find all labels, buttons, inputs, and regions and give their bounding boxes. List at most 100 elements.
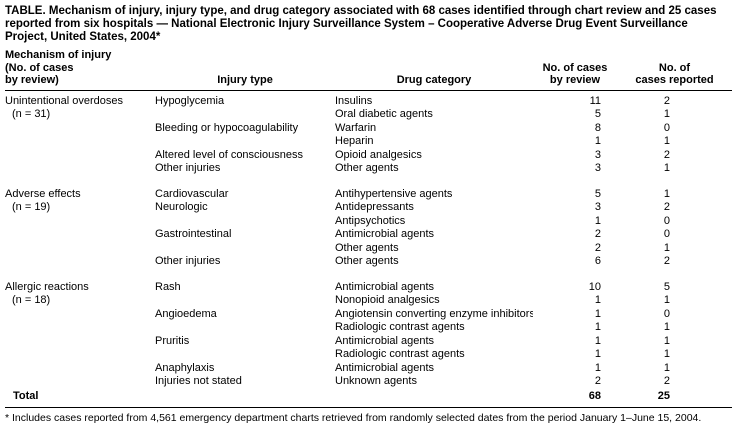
injury-type-cell: Other injuries xyxy=(155,162,221,174)
cases-reported-cell: 2 xyxy=(663,255,670,267)
table-title: TABLE. Mechanism of injury, injury type,… xyxy=(5,5,717,43)
drug-category-cell: Opioid analgesics xyxy=(335,148,422,161)
mechanism-cell: Adverse effects xyxy=(5,187,81,200)
cases-by-review-cell: 1 xyxy=(594,214,601,227)
cases-by-review-cell: 5 xyxy=(594,187,601,200)
drug-category-cell: Antimicrobial agents xyxy=(335,334,435,347)
drug-category-cell: Antimicrobial agents xyxy=(335,361,435,374)
table-row: Radiologic contrast agents 1 1 xyxy=(5,348,732,362)
cases-reported-cell: 2 xyxy=(663,201,670,213)
injury-type-cell: Hypoglycemia xyxy=(155,94,225,107)
injury-type-cell xyxy=(155,215,335,229)
table-row: Injuries not stated Unknown agents 2 2 xyxy=(5,375,732,389)
cases-reported-cell: 2 xyxy=(663,148,670,161)
cases-reported-cell: 0 xyxy=(663,307,670,320)
cases-by-review-cell: 1 xyxy=(594,348,601,360)
cases-by-review-cell: 1 xyxy=(594,294,601,306)
total-injury-cell xyxy=(155,388,335,408)
table-row: Bleeding or hypocoagulability Warfarin 8… xyxy=(5,122,732,136)
drug-category-cell: Other agents xyxy=(335,255,399,267)
drug-category-cell: Antimicrobial agents xyxy=(335,228,435,240)
mechanism-cell xyxy=(5,149,155,163)
cases-by-review-cell: 11 xyxy=(589,94,601,107)
injury-type-cell xyxy=(155,108,335,122)
header-mechanism-of-injury: Mechanism of injury (No. of cases by rev… xyxy=(5,49,155,91)
mechanism-cell xyxy=(5,215,155,229)
cases-reported-cell: 1 xyxy=(663,334,670,347)
mechanism-cell xyxy=(5,362,155,376)
table-row: Angioedema Angiotensin converting enzyme… xyxy=(5,308,732,322)
injury-type-cell xyxy=(155,321,335,335)
cases-reported-cell: 1 xyxy=(663,294,670,306)
mechanism-cell xyxy=(5,255,155,269)
table-row: Anaphylaxis Antimicrobial agents 1 1 xyxy=(5,362,732,376)
cases-by-review-cell: 1 xyxy=(594,307,601,320)
mechanism-cell xyxy=(5,335,155,349)
mechanism-cell xyxy=(5,135,155,149)
drug-category-cell: Warfarin xyxy=(335,121,377,134)
table-row: Heparin 1 1 xyxy=(5,135,732,149)
drug-category-cell: Heparin xyxy=(335,135,374,147)
injury-type-cell: Cardiovascular xyxy=(155,187,229,200)
table-row: (n = 18) Nonopioid analgesics 1 1 xyxy=(5,294,732,308)
mechanism-cell xyxy=(5,375,155,389)
drug-category-cell: Radiologic contrast agents xyxy=(335,321,465,333)
data-table: Mechanism of injury (No. of cases by rev… xyxy=(5,49,732,408)
cases-reported-cell: 1 xyxy=(663,241,670,254)
mechanism-cell xyxy=(5,242,155,256)
injury-type-cell xyxy=(155,242,335,256)
header-injury-type: Injury type xyxy=(155,49,335,91)
injury-type-cell xyxy=(155,294,335,308)
cases-by-review-cell: 3 xyxy=(594,201,601,213)
cases-by-review-cell: 2 xyxy=(594,241,601,254)
cases-reported-cell: 2 xyxy=(663,375,670,387)
table-row: Other injuries Other agents 3 1 xyxy=(5,162,732,176)
cases-by-review-cell: 2 xyxy=(594,228,601,240)
table-row: Pruritis Antimicrobial agents 1 1 xyxy=(5,335,732,349)
injury-type-cell: Angioedema xyxy=(155,307,217,320)
mechanism-cell: Allergic reactions xyxy=(5,280,89,293)
cases-by-review-cell: 1 xyxy=(594,135,601,147)
injury-type-cell: Injuries not stated xyxy=(155,375,242,387)
drug-category-cell: Nonopioid analgesics xyxy=(335,294,440,306)
cases-by-review-cell: 1 xyxy=(594,361,601,374)
mechanism-cell xyxy=(5,228,155,242)
injury-type-cell: Pruritis xyxy=(155,334,190,347)
mechanism-cell: (n = 31) xyxy=(12,108,51,120)
drug-category-cell: Antipsychotics xyxy=(335,214,406,227)
header-cases-reported: No. of cases reported xyxy=(617,49,732,91)
cases-by-review-cell: 8 xyxy=(594,121,601,134)
cases-reported-cell: 1 xyxy=(663,361,670,374)
table-row: Gastrointestinal Antimicrobial agents 2 … xyxy=(5,228,732,242)
injury-type-cell: Rash xyxy=(155,280,181,293)
cases-by-review-cell: 3 xyxy=(594,148,601,161)
table-row: Altered level of consciousness Opioid an… xyxy=(5,149,732,163)
cases-by-review-cell: 1 xyxy=(594,321,601,333)
table-row: Adverse effects Cardiovascular Antihyper… xyxy=(5,188,732,202)
drug-category-cell: Antihypertensive agents xyxy=(335,187,453,200)
injury-type-cell: Other injuries xyxy=(155,255,221,267)
table-row: Other agents 2 1 xyxy=(5,242,732,256)
cases-reported-cell: 1 xyxy=(663,187,670,200)
mechanism-cell xyxy=(5,348,155,362)
cases-reported-cell: 0 xyxy=(663,121,670,134)
cases-reported-cell: 1 xyxy=(663,135,670,147)
table-row: Other injuries Other agents 6 2 xyxy=(5,255,732,269)
mechanism-cell xyxy=(5,321,155,335)
mechanism-cell xyxy=(5,122,155,136)
table-row: Allergic reactions Rash Antimicrobial ag… xyxy=(5,281,732,295)
drug-category-cell: Other agents xyxy=(335,162,399,174)
cases-by-review-cell: 10 xyxy=(588,280,601,293)
injury-type-cell: Altered level of consciousness xyxy=(155,148,303,161)
cases-reported-cell: 1 xyxy=(663,162,670,174)
cases-by-review-cell: 3 xyxy=(594,162,601,174)
group-spacer xyxy=(5,269,732,281)
cases-reported-cell: 1 xyxy=(663,108,670,120)
total-drug-cell xyxy=(335,388,533,408)
total-cases-by-review: 68 xyxy=(533,388,617,408)
cases-reported-cell: 0 xyxy=(663,228,670,240)
total-cases-reported: 25 xyxy=(617,388,732,408)
total-row: Total 68 25 xyxy=(5,388,732,408)
mechanism-cell xyxy=(5,308,155,322)
